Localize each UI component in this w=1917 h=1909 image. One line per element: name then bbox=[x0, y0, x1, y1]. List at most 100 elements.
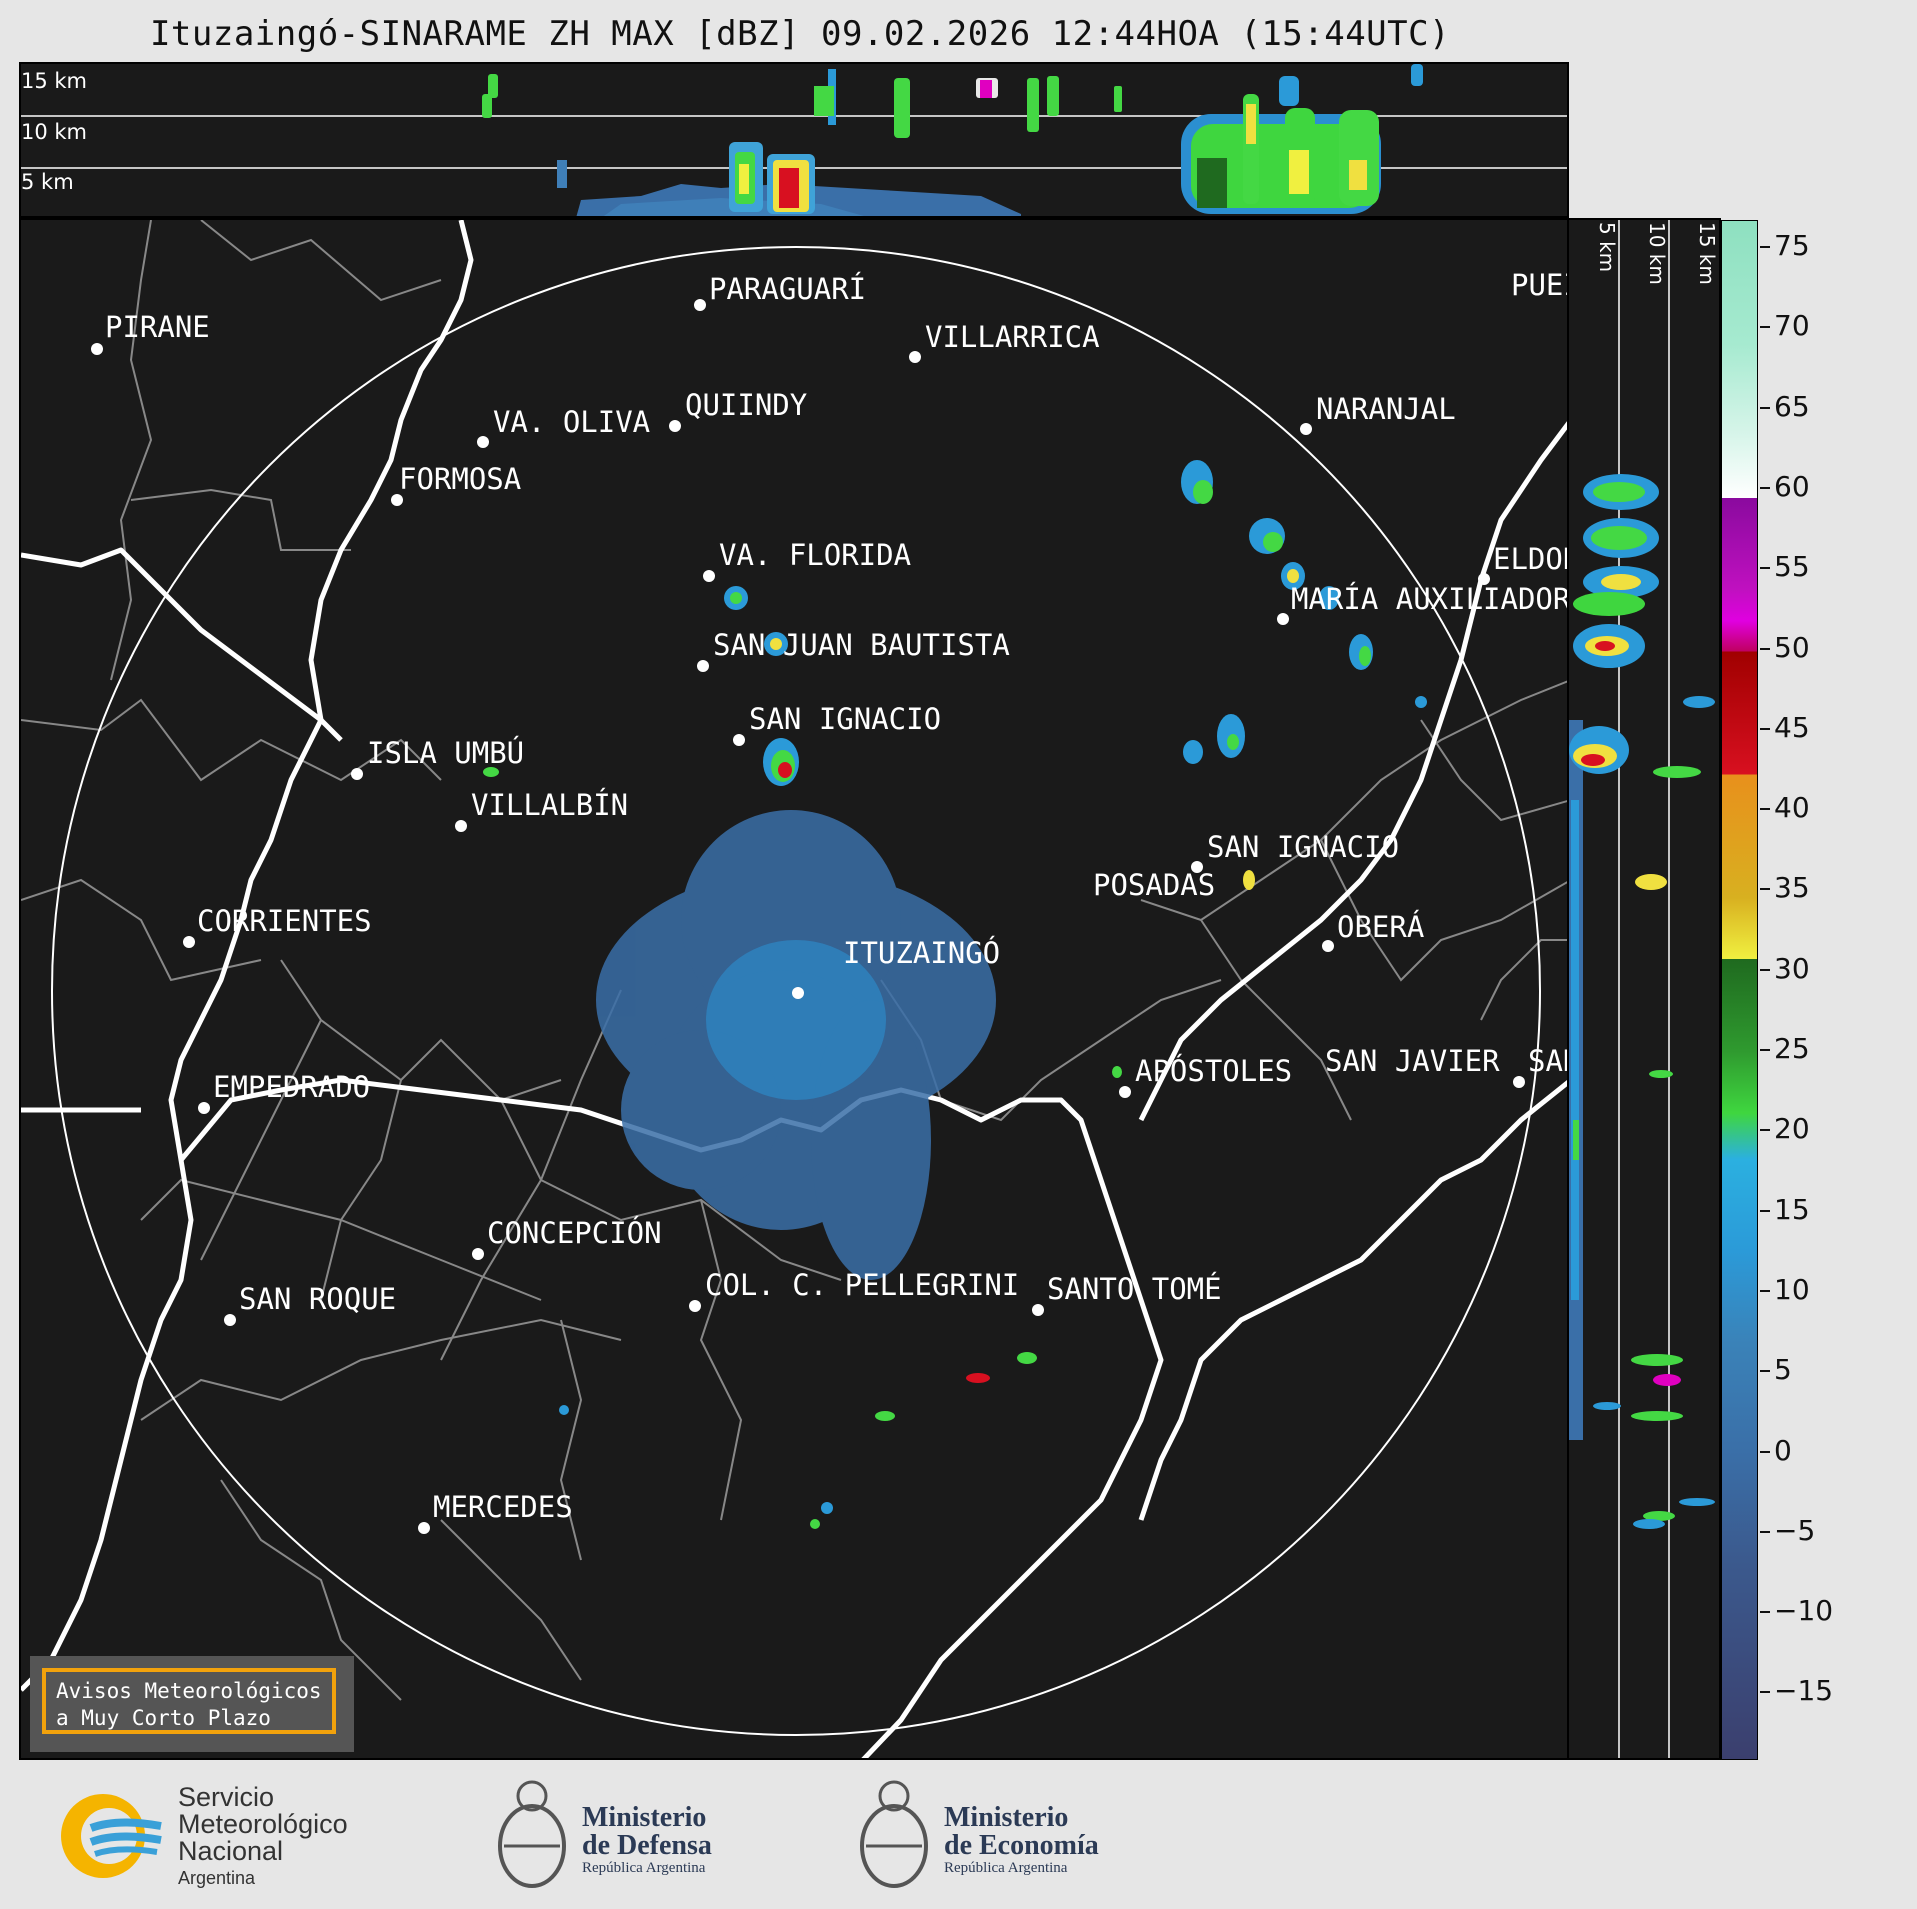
city-label-puei: PUEI bbox=[1511, 268, 1567, 302]
colorbar-tick-mark bbox=[1760, 1450, 1770, 1453]
top-profile-graphic bbox=[21, 64, 1567, 216]
economia-logo-text: Ministerio de Economía República Argenti… bbox=[944, 1804, 1099, 1877]
warning-line-2: a Muy Corto Plazo bbox=[56, 1706, 271, 1730]
colorbar-tick-mark bbox=[1760, 968, 1770, 971]
city-label-villarrica: VILLARRICA bbox=[925, 320, 1100, 354]
chart-title: Ituzaingó-SINARAME ZH MAX [dBZ] 09.02.20… bbox=[149, 14, 1451, 54]
city-dot bbox=[909, 351, 921, 363]
colorbar-tick-mark bbox=[1760, 727, 1770, 730]
defensa-line-3: República Argentina bbox=[582, 1860, 706, 1876]
city-label-paraguari: PARAGUARÍ bbox=[709, 272, 867, 306]
dbz-colorbar bbox=[1721, 220, 1758, 1760]
colorbar-tick-label: 75 bbox=[1774, 229, 1810, 262]
city-dot bbox=[1119, 1086, 1131, 1098]
smn-line-1: Servicio bbox=[178, 1782, 275, 1812]
city-label-santo-tome: SANTO TOMÉ bbox=[1047, 1272, 1222, 1306]
city-label-san-roque: SAN ROQUE bbox=[239, 1282, 397, 1316]
city-label-col-c-pellegrini: COL. C. PELLEGRINI bbox=[705, 1268, 1020, 1302]
warning-banner[interactable]: Avisos Meteorológicos a Muy Corto Plazo bbox=[30, 1656, 354, 1752]
colorbar-tick-label: 35 bbox=[1774, 871, 1810, 905]
colorbar-tick-label: 25 bbox=[1774, 1032, 1810, 1065]
colorbar-tick-mark bbox=[1760, 1129, 1770, 1132]
smn-line-3: Nacional bbox=[178, 1836, 284, 1866]
colorbar-tick-label: 60 bbox=[1774, 469, 1810, 503]
city-label-concepcion: CONCEPCIÓN bbox=[487, 1216, 662, 1250]
city-label-san-javier: SAN JAVIER bbox=[1325, 1044, 1500, 1078]
colorbar-tick-label: 10 bbox=[1774, 1272, 1810, 1306]
smn-line-4: Argentina bbox=[178, 1868, 256, 1888]
economia-shield-icon bbox=[860, 1780, 928, 1888]
colorbar-tick-label: −10 bbox=[1774, 1594, 1834, 1628]
city-dot bbox=[689, 1300, 701, 1312]
city-dot bbox=[1191, 861, 1203, 873]
city-dot bbox=[418, 1522, 430, 1534]
city-dot bbox=[703, 570, 715, 582]
city-label-san-juan-bautista: SAN JUAN BAUTISTA bbox=[713, 628, 1010, 662]
colorbar-tick-label: 5 bbox=[1774, 1353, 1792, 1387]
city-dot bbox=[669, 420, 681, 432]
radar-map: PIRANE PARAGUARÍ VILLARRICA QUIINDY VA. … bbox=[19, 218, 1569, 1760]
city-label-mercedes: MERCEDES bbox=[433, 1490, 573, 1524]
colorbar-tick-mark bbox=[1760, 1611, 1770, 1614]
city-label-san-ignacio-ar: SAN IGNACIO bbox=[1207, 830, 1400, 864]
colorbar-tick-mark bbox=[1760, 1289, 1770, 1292]
colorbar-tick-mark bbox=[1760, 808, 1770, 811]
city-dot bbox=[1513, 1076, 1525, 1088]
city-label-obera: OBERÁ bbox=[1337, 910, 1425, 944]
colorbar-tick-mark bbox=[1760, 1049, 1770, 1051]
city-label-maria-auxiliador: MARÍA AUXILIADOR bbox=[1291, 582, 1569, 616]
colorbar-tick-label: 50 bbox=[1774, 630, 1810, 664]
altitude-label-15km: 15 km bbox=[21, 69, 88, 93]
colorbar-tick-mark bbox=[1760, 888, 1770, 891]
city-dot bbox=[1322, 940, 1334, 952]
top-vertical-profile: 15 km 10 km 5 km bbox=[19, 62, 1569, 218]
city-dot bbox=[455, 820, 467, 832]
economia-line-2: de Economía bbox=[944, 1830, 1099, 1861]
smn-line-2: Meteorológico bbox=[178, 1809, 348, 1839]
colorbar-tick-mark bbox=[1760, 1370, 1770, 1373]
radar-site-dot bbox=[792, 987, 804, 999]
city-label-apostoles: APÓSTOLES bbox=[1135, 1054, 1293, 1088]
colorbar-tick-label: 65 bbox=[1774, 389, 1810, 423]
right-altitude-label-5km: 5 km bbox=[1595, 222, 1619, 273]
city-label-va-florida: VA. FLORIDA bbox=[719, 538, 912, 572]
defensa-line-1: Ministerio bbox=[582, 1802, 707, 1833]
city-dot bbox=[477, 436, 489, 448]
right-profile-graphic bbox=[1569, 220, 1715, 1758]
defensa-logo-text: Ministerio de Defensa República Argentin… bbox=[582, 1804, 712, 1877]
city-dot bbox=[1032, 1304, 1044, 1316]
city-dot bbox=[91, 343, 103, 355]
city-label-empedrado: EMPEDRADO bbox=[213, 1070, 371, 1104]
city-label-pirane: PIRANE bbox=[105, 310, 210, 344]
city-label-naranjal: NARANJAL bbox=[1316, 392, 1456, 426]
city-dot bbox=[472, 1248, 484, 1260]
colorbar-tick-label: 55 bbox=[1774, 550, 1810, 584]
city-dot bbox=[694, 299, 706, 311]
city-dot bbox=[198, 1102, 210, 1114]
city-dot bbox=[733, 734, 745, 746]
colorbar-tick-mark bbox=[1760, 1530, 1770, 1533]
city-dot bbox=[1300, 423, 1312, 435]
smn-logo-icon bbox=[61, 1794, 162, 1878]
colorbar-tick-mark bbox=[1760, 1209, 1770, 1212]
city-label-ituzaingo: ITUZAINGÓ bbox=[843, 936, 1001, 970]
warning-line-1: Avisos Meteorológicos bbox=[56, 1679, 322, 1703]
altitude-label-5km: 5 km bbox=[21, 170, 74, 194]
colorbar-tick-mark bbox=[1760, 647, 1770, 650]
colorbar-tick-mark bbox=[1760, 1691, 1770, 1694]
colorbar-tick-label: −5 bbox=[1774, 1513, 1816, 1547]
city-dot bbox=[1277, 613, 1289, 625]
right-altitude-label-10km: 10 km bbox=[1645, 222, 1669, 285]
city-label-san: SAN bbox=[1528, 1044, 1567, 1078]
right-altitude-label-15km: 15 km bbox=[1695, 222, 1719, 285]
city-dot bbox=[697, 660, 709, 672]
economia-line-3: República Argentina bbox=[944, 1860, 1068, 1876]
city-dot bbox=[351, 768, 363, 780]
city-label-formosa: FORMOSA bbox=[399, 462, 522, 496]
colorbar-tick-label: 0 bbox=[1774, 1433, 1792, 1467]
colorbar-tick-mark bbox=[1760, 326, 1770, 329]
radar-map-graphic bbox=[21, 220, 1567, 1758]
colorbar-tick-mark bbox=[1760, 567, 1770, 570]
city-dot bbox=[224, 1314, 236, 1326]
colorbar-tick-label: 45 bbox=[1774, 710, 1810, 744]
